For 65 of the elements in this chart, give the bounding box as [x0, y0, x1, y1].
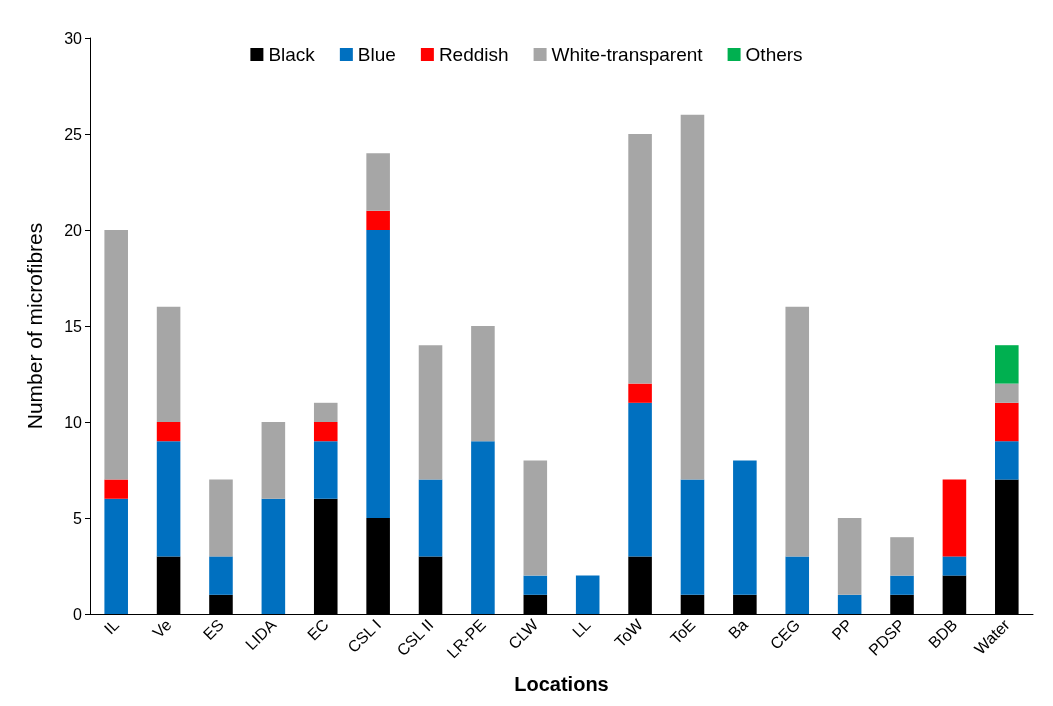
bar: [104, 479, 128, 499]
bar: [785, 556, 810, 614]
x-tick-label: CSL I: [344, 615, 385, 656]
bar: [471, 441, 495, 614]
x-tick-label: ToE: [666, 615, 699, 648]
bar: [156, 306, 181, 422]
bar: [418, 479, 443, 557]
legend-label: Black: [268, 44, 316, 65]
y-tick-label: 15: [64, 317, 83, 335]
bar: [366, 230, 390, 518]
bar: [418, 345, 443, 480]
bar: [628, 383, 652, 403]
bar: [942, 479, 967, 557]
x-tick-label: LL: [569, 615, 594, 641]
bar: [785, 306, 810, 557]
bar: [942, 556, 967, 576]
y-tick-label: 30: [64, 29, 83, 47]
bar: [890, 537, 914, 576]
x-axis-title: Locations: [514, 673, 609, 695]
bar: [733, 460, 757, 595]
bar: [837, 518, 862, 595]
bar: [523, 460, 548, 576]
bar: [837, 594, 862, 614]
legend-label: White-transparent: [551, 44, 704, 65]
x-tick-label: IL: [100, 615, 123, 638]
x-tick-label: PP: [828, 615, 856, 644]
bar: [628, 134, 652, 384]
bar: [313, 402, 338, 422]
y-tick-label: 10: [64, 413, 83, 431]
bar: [366, 210, 390, 230]
legend-label: Blue: [357, 44, 396, 65]
bar: [156, 441, 181, 557]
y-tick-label: 5: [73, 509, 83, 527]
x-tick-label: Ve: [149, 615, 175, 642]
bar: [471, 326, 495, 442]
bar: [261, 498, 286, 614]
x-tick-label: EC: [304, 615, 332, 644]
bar: [680, 479, 705, 595]
bar: [366, 153, 390, 211]
legend-label: Others: [745, 44, 803, 65]
bar: [890, 575, 914, 595]
y-tick-label: 0: [73, 605, 83, 623]
bar: [575, 575, 600, 614]
bar: [104, 498, 128, 614]
bar: [261, 422, 286, 499]
x-tick-label: ES: [199, 615, 227, 644]
bar: [313, 441, 338, 499]
bar: [995, 402, 1019, 442]
bar: [995, 441, 1019, 480]
y-tick-label: 25: [64, 125, 83, 143]
bar: [995, 345, 1019, 384]
bar: [313, 422, 338, 442]
y-axis-title: Number of microfibres: [23, 222, 46, 430]
bar: [209, 479, 233, 557]
bar: [104, 230, 128, 480]
x-tick-label: Ba: [725, 615, 751, 642]
bar: [156, 422, 181, 442]
bar: [680, 114, 705, 480]
bar: [995, 383, 1019, 403]
bar: [523, 575, 548, 595]
y-tick-label: 20: [64, 221, 83, 239]
bar: [209, 556, 233, 595]
legend-label: Reddish: [438, 44, 509, 65]
bar: [628, 402, 652, 557]
x-tick-label: CSL II: [393, 615, 437, 659]
